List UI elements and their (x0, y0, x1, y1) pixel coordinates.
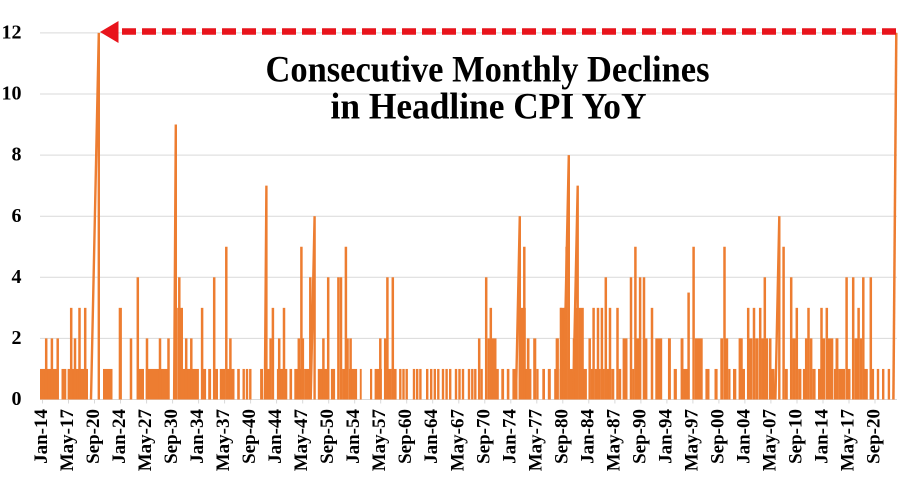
svg-text:Jan-54: Jan-54 (343, 409, 364, 464)
svg-text:Jan-14: Jan-14 (31, 409, 52, 464)
svg-text:Sep-30: Sep-30 (161, 409, 182, 464)
svg-text:in Headline CPI YoY: in Headline CPI YoY (331, 87, 647, 128)
svg-text:Sep-20: Sep-20 (864, 409, 885, 464)
svg-text:0: 0 (12, 388, 22, 410)
svg-text:Jan-04: Jan-04 (733, 409, 754, 464)
svg-text:Sep-00: Sep-00 (707, 409, 728, 464)
svg-text:May-67: May-67 (447, 409, 468, 472)
svg-text:Sep-70: Sep-70 (473, 409, 494, 464)
svg-text:4: 4 (12, 266, 22, 288)
svg-text:May-77: May-77 (525, 409, 546, 472)
svg-text:Jan-74: Jan-74 (499, 409, 520, 464)
svg-text:Sep-80: Sep-80 (551, 409, 572, 464)
svg-text:Sep-10: Sep-10 (786, 409, 807, 464)
svg-text:Jan-24: Jan-24 (109, 409, 130, 464)
svg-text:Sep-20: Sep-20 (83, 409, 104, 464)
svg-text:May-07: May-07 (759, 409, 780, 472)
svg-text:Consecutive Monthly Declines: Consecutive Monthly Declines (266, 50, 710, 91)
svg-text:May-97: May-97 (681, 409, 702, 472)
svg-text:May-47: May-47 (291, 409, 312, 472)
svg-text:May-17: May-17 (838, 409, 859, 472)
svg-text:2: 2 (12, 327, 22, 349)
svg-text:May-17: May-17 (57, 409, 78, 472)
svg-text:10: 10 (2, 83, 22, 105)
svg-text:12: 12 (2, 22, 22, 44)
svg-text:Sep-90: Sep-90 (629, 409, 650, 464)
svg-text:May-37: May-37 (213, 409, 234, 472)
svg-text:Jan-84: Jan-84 (577, 409, 598, 464)
svg-text:Jan-34: Jan-34 (187, 409, 208, 464)
svg-text:Sep-40: Sep-40 (239, 409, 260, 464)
svg-text:Jan-64: Jan-64 (421, 409, 442, 464)
svg-text:Jan-94: Jan-94 (655, 409, 676, 464)
svg-text:Jan-44: Jan-44 (265, 409, 286, 464)
svg-text:May-57: May-57 (369, 409, 390, 472)
svg-text:Jan-14: Jan-14 (812, 409, 833, 464)
svg-text:Sep-60: Sep-60 (395, 409, 416, 464)
svg-text:Sep-50: Sep-50 (317, 409, 338, 464)
svg-text:May-87: May-87 (603, 409, 624, 472)
svg-text:May-27: May-27 (135, 409, 156, 472)
svg-text:8: 8 (12, 144, 22, 166)
svg-text:6: 6 (12, 205, 22, 227)
